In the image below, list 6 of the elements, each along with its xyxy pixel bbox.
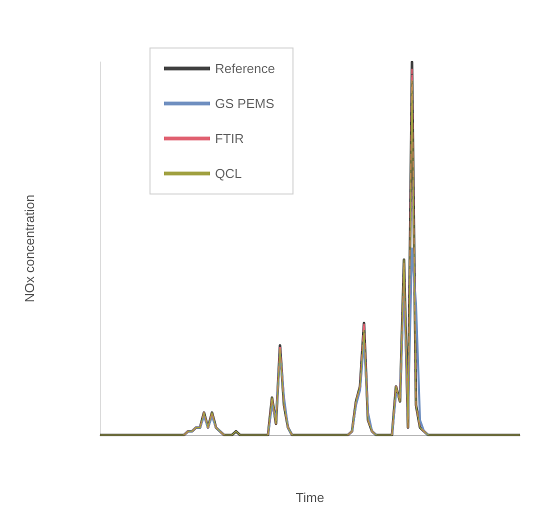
x-axis-title: Time [296,490,324,505]
legend-label: GS PEMS [215,96,275,111]
legend-label: QCL [215,166,242,181]
legend-label: FTIR [215,131,244,146]
y-axis-title: NOx concentration [22,194,37,302]
legend-label: Reference [215,61,275,76]
